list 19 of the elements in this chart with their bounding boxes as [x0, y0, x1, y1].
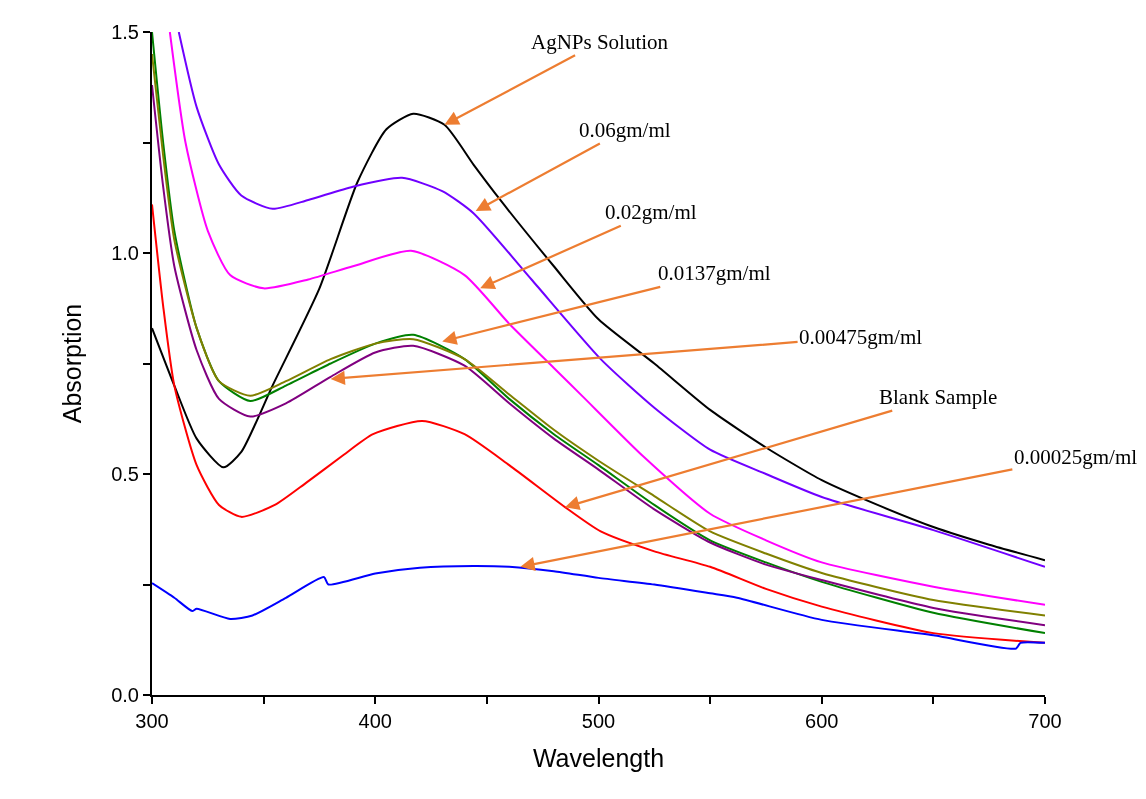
- annotation: AgNPs Solution: [531, 30, 669, 54]
- annotation: 0.0137gm/ml: [658, 261, 771, 285]
- x-tick-label: 500: [581, 710, 616, 732]
- annotation: 0.06gm/ml: [579, 118, 671, 142]
- y-tick-label: 1.5: [111, 21, 139, 43]
- x-tick-label: 400: [358, 710, 392, 732]
- annotation: 0.02gm/ml: [605, 200, 697, 224]
- x-tick-label: 600: [805, 710, 839, 732]
- y-tick-label: 0.5: [111, 463, 139, 485]
- annotation: Blank Sample: [879, 385, 998, 409]
- annotation: 0.00025gm/ml: [1014, 445, 1138, 469]
- annotation: 0.00475gm/ml: [799, 325, 923, 349]
- x-tick-label: 700: [1028, 710, 1062, 732]
- y-tick-label: 0.0: [111, 684, 139, 706]
- line-series: [152, 564, 1045, 650]
- y-axis-title: Absorption: [58, 303, 87, 424]
- x-tick-label: 300: [135, 710, 169, 732]
- y-tick-label: 1.0: [111, 242, 139, 264]
- x-axis-title: Wavelength: [532, 743, 665, 772]
